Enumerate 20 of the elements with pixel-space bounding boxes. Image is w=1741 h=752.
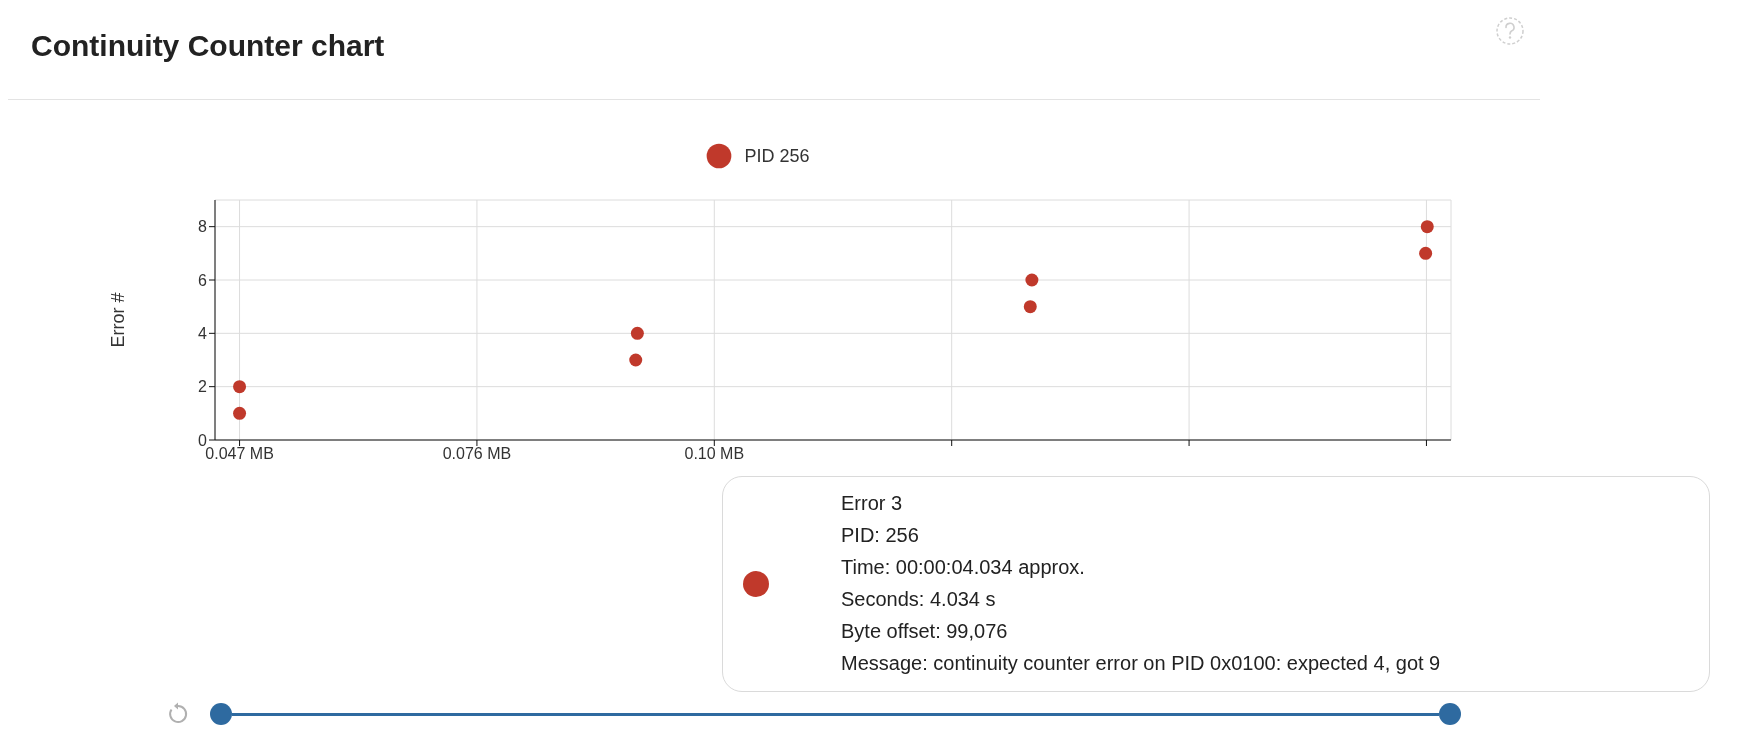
point xyxy=(233,406,247,420)
y-tick-label: 4 xyxy=(198,325,208,343)
point xyxy=(1419,246,1433,260)
y-tick-label: 0 xyxy=(198,431,208,449)
point xyxy=(1420,220,1434,234)
legend-label: PID 256 xyxy=(744,145,810,167)
point xyxy=(233,380,247,394)
point xyxy=(629,353,643,367)
chart-title: Continuity Counter chart xyxy=(31,28,385,64)
y-tick-label: 2 xyxy=(198,378,208,396)
point xyxy=(630,326,644,340)
point xyxy=(1023,300,1037,314)
x-tick-label: 0.047 MB xyxy=(205,445,274,463)
x-tick-label: 0.10 MB xyxy=(684,445,745,463)
tooltip-card: Error 3 PID: 256 Time: 00:00:04.034 approx. Seconds: 4.034 s Byte offset: 99,076 Message: continuity counter error on PID 0x0100: expected 4, got 9 xyxy=(722,476,1710,692)
x-tick-label: 0.076 MB xyxy=(442,445,512,463)
y-tick-label: 6 xyxy=(198,271,208,289)
y-axis-title: Error # xyxy=(108,292,129,348)
point xyxy=(1025,273,1039,287)
y-tick-label: 8 xyxy=(198,218,208,236)
